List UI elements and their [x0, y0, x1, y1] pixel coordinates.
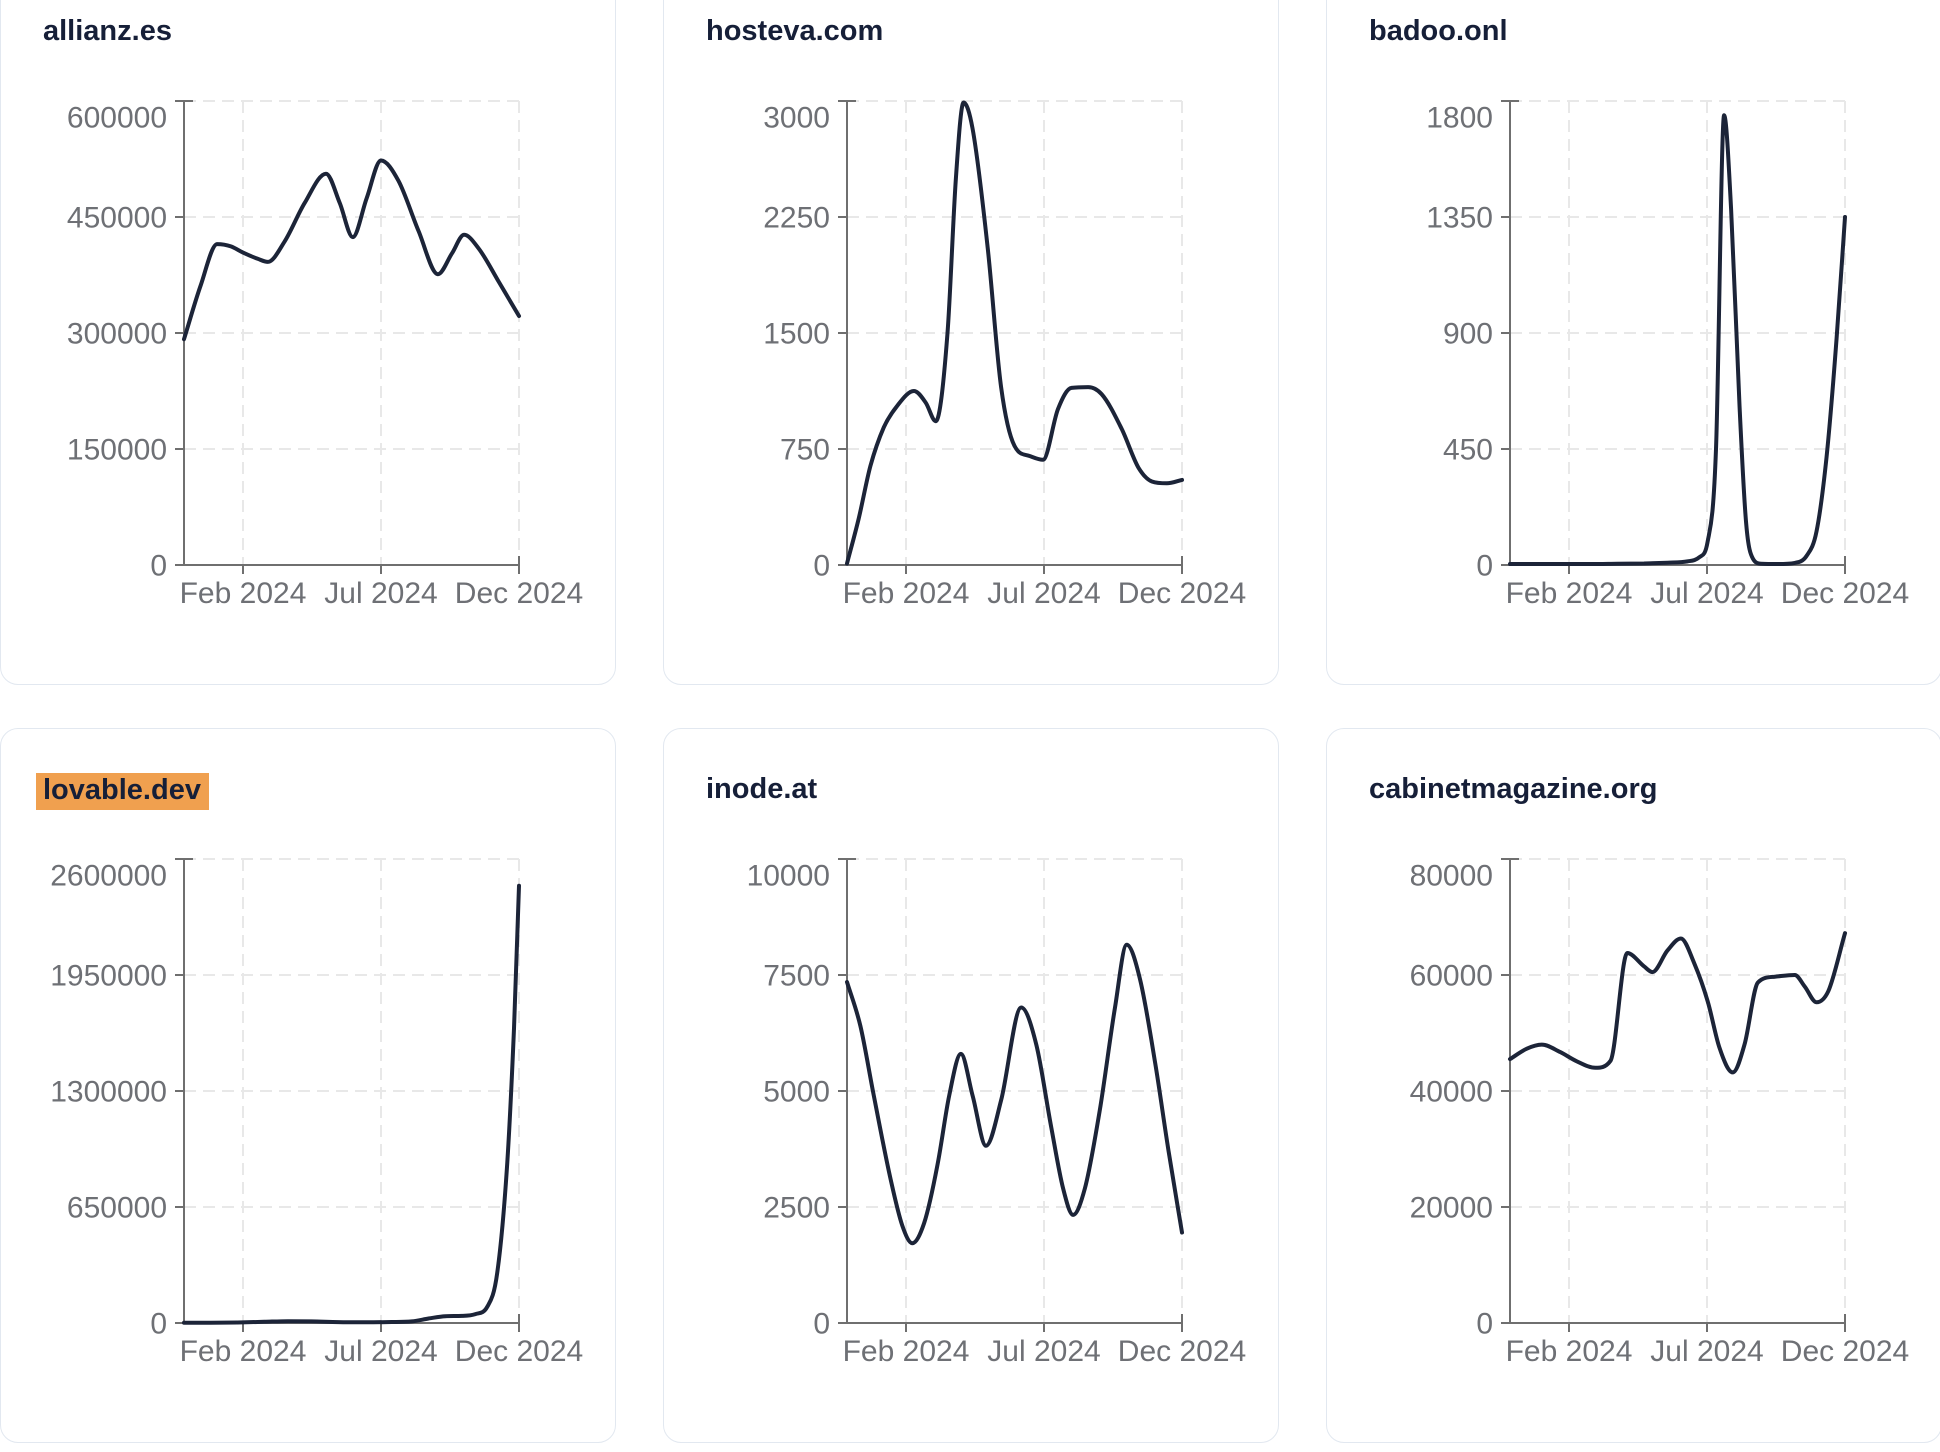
domain-name: cabinetmagazine.org: [1369, 773, 1658, 805]
traffic-line-chart: 0 750 1500 2250 3000 Feb 2024 Jul 2024 Dec 2024: [763, 100, 1246, 610]
svg-text:3000: 3000: [763, 102, 830, 135]
domain-name: hosteva.com: [706, 15, 884, 47]
card-title: inode.at: [706, 773, 817, 806]
domain-card-badoo: badoo.onl 0 450 900 1350 1800 Feb 2024 Jul 202…: [1326, 0, 1940, 685]
svg-text:0: 0: [813, 550, 830, 583]
svg-text:Jul 2024: Jul 2024: [987, 1335, 1100, 1368]
svg-text:Dec 2024: Dec 2024: [1118, 1335, 1246, 1368]
svg-text:40000: 40000: [1410, 1076, 1493, 1109]
svg-text:0: 0: [813, 1308, 830, 1341]
svg-text:Dec 2024: Dec 2024: [1118, 577, 1246, 610]
card-title: allianz.es: [43, 15, 172, 48]
svg-text:600000: 600000: [67, 102, 167, 135]
svg-text:7500: 7500: [763, 960, 830, 993]
traffic-line-chart: 0 450 900 1350 1800 Feb 2024 Jul 2024 Dec 2024: [1426, 100, 1909, 610]
svg-text:Jul 2024: Jul 2024: [324, 1335, 437, 1368]
svg-text:80000: 80000: [1410, 860, 1493, 893]
svg-text:Feb 2024: Feb 2024: [843, 577, 970, 610]
domain-card-allianz: allianz.es 0 150000 300000 450000 600000 Feb …: [0, 0, 616, 685]
svg-text:1500: 1500: [763, 318, 830, 351]
svg-text:Feb 2024: Feb 2024: [180, 577, 307, 610]
svg-text:10000: 10000: [747, 860, 830, 893]
svg-text:1950000: 1950000: [50, 960, 167, 993]
svg-text:150000: 150000: [67, 434, 167, 467]
domain-name: badoo.onl: [1369, 15, 1508, 47]
domain-card-lovable: lovable.dev 0 650000 1300000 1950000 2600000…: [0, 728, 616, 1443]
svg-text:Jul 2024: Jul 2024: [1650, 577, 1763, 610]
svg-text:1300000: 1300000: [50, 1076, 167, 1109]
svg-text:1350: 1350: [1426, 202, 1493, 235]
svg-text:Dec 2024: Dec 2024: [1781, 577, 1909, 610]
traffic-line-chart: 0 650000 1300000 1950000 2600000 Feb 2024 Jul …: [50, 858, 583, 1368]
svg-text:0: 0: [1476, 550, 1493, 583]
svg-text:Feb 2024: Feb 2024: [180, 1335, 307, 1368]
svg-text:Jul 2024: Jul 2024: [987, 577, 1100, 610]
domain-card-hosteva: hosteva.com 0 750 1500 2250 3000 Feb 2024 Jul …: [663, 0, 1279, 685]
svg-text:Feb 2024: Feb 2024: [843, 1335, 970, 1368]
domain-card-inode: inode.at 0 2500 5000 7500 10000 Feb 2024 Jul 2…: [663, 728, 1279, 1443]
card-title: lovable.dev: [36, 773, 209, 810]
domain-name-highlighted: lovable.dev: [36, 773, 209, 810]
svg-text:2250: 2250: [763, 202, 830, 235]
svg-text:Jul 2024: Jul 2024: [324, 577, 437, 610]
svg-text:60000: 60000: [1410, 960, 1493, 993]
traffic-line-chart: 0 150000 300000 450000 600000 Feb 2024 Jul 202…: [67, 100, 583, 610]
svg-text:Dec 2024: Dec 2024: [1781, 1335, 1909, 1368]
domain-card-cabinetmagazine: cabinetmagazine.org 0 20000 40000 60000 8000…: [1326, 728, 1940, 1443]
svg-text:0: 0: [150, 1308, 167, 1341]
svg-text:450: 450: [1443, 434, 1493, 467]
traffic-line-chart: 0 20000 40000 60000 80000 Feb 2024 Jul 2024 Dec…: [1410, 858, 1909, 1368]
svg-text:650000: 650000: [67, 1192, 167, 1225]
card-title: hosteva.com: [706, 15, 883, 48]
domain-name: allianz.es: [43, 15, 172, 47]
svg-text:2500: 2500: [763, 1192, 830, 1225]
svg-text:5000: 5000: [763, 1076, 830, 1109]
svg-text:2600000: 2600000: [50, 860, 167, 893]
svg-text:Dec 2024: Dec 2024: [455, 577, 583, 610]
svg-text:20000: 20000: [1410, 1192, 1493, 1225]
svg-text:0: 0: [150, 550, 167, 583]
traffic-line-chart: 0 2500 5000 7500 10000 Feb 2024 Jul 2024 Dec 20…: [747, 858, 1246, 1368]
svg-text:Feb 2024: Feb 2024: [1506, 577, 1633, 610]
svg-text:0: 0: [1476, 1308, 1493, 1341]
svg-text:750: 750: [780, 434, 830, 467]
card-title: badoo.onl: [1369, 15, 1508, 48]
svg-text:Jul 2024: Jul 2024: [1650, 1335, 1763, 1368]
domain-name: inode.at: [706, 773, 818, 805]
svg-text:1800: 1800: [1426, 102, 1493, 135]
svg-text:Dec 2024: Dec 2024: [455, 1335, 583, 1368]
card-title: cabinetmagazine.org: [1369, 773, 1657, 806]
svg-text:900: 900: [1443, 318, 1493, 351]
svg-text:450000: 450000: [67, 202, 167, 235]
svg-text:Feb 2024: Feb 2024: [1506, 1335, 1633, 1368]
svg-text:300000: 300000: [67, 318, 167, 351]
